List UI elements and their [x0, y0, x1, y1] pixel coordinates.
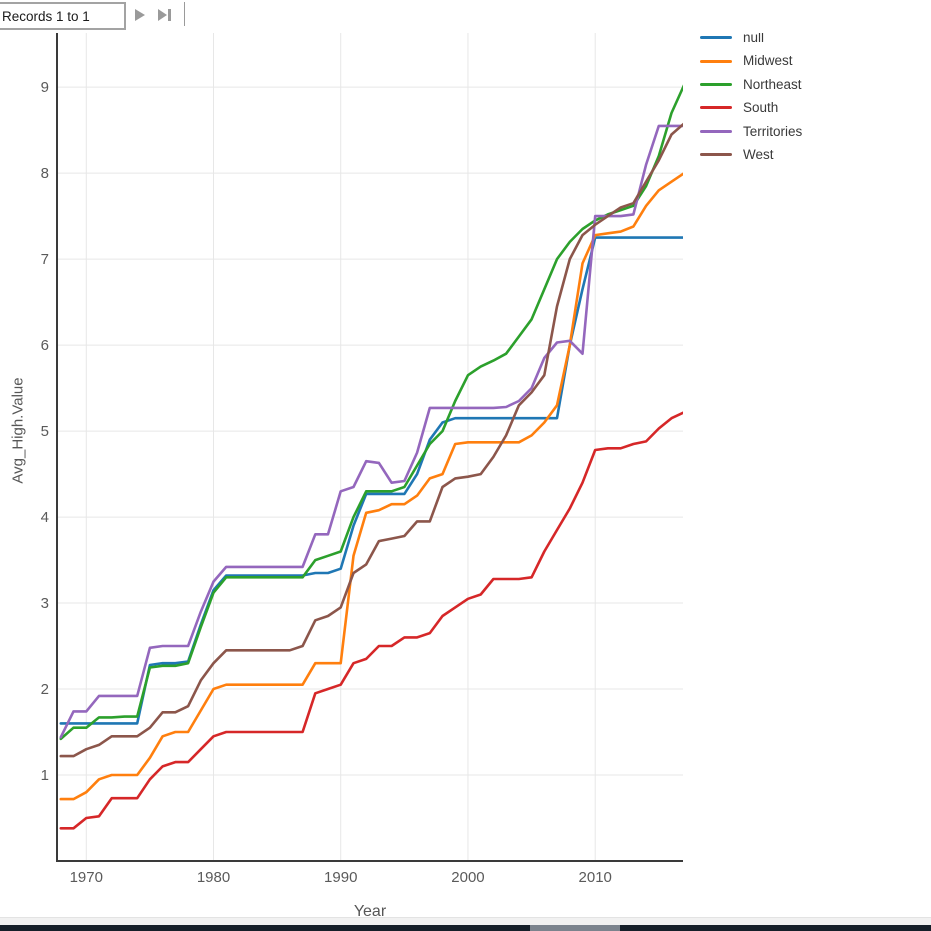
x-tick-label: 2000	[451, 869, 484, 886]
y-tick-label: 4	[41, 509, 49, 526]
chart-legend: null Midwest Northeast South Territories West	[700, 26, 802, 166]
y-tick-label: 5	[41, 423, 49, 440]
legend-label: Territories	[743, 123, 803, 139]
play-icon	[135, 9, 145, 21]
series-line-South	[59, 411, 683, 830]
records-input[interactable]	[0, 2, 126, 30]
legend-label: South	[743, 100, 779, 116]
legend-label: null	[743, 29, 765, 45]
next-record-button[interactable]	[128, 2, 152, 28]
y-tick-label: 3	[41, 595, 49, 612]
x-tick-label: 1970	[70, 869, 103, 886]
legend-line-swatch	[700, 153, 732, 157]
x-tick-label: 1990	[324, 869, 357, 886]
skip-to-end-icon	[158, 9, 171, 21]
series-line-null	[59, 236, 683, 725]
y-axis-title: Avg_High.Value	[9, 377, 27, 484]
y-tick-label: 6	[41, 337, 49, 354]
legend-line-swatch	[700, 82, 732, 86]
taskbar-active-item[interactable]	[530, 925, 620, 931]
toolbar-divider	[184, 2, 185, 26]
legend-line-swatch	[700, 106, 732, 110]
last-record-button[interactable]	[153, 2, 177, 28]
y-tick-label: 9	[41, 79, 49, 96]
y-tick-label: 2	[41, 681, 49, 698]
series-line-Midwest	[59, 172, 683, 801]
legend-label: Northeast	[743, 76, 802, 92]
x-tick-label: 1980	[197, 869, 230, 886]
legend-item-Northeast[interactable]: Northeast	[700, 73, 802, 96]
taskbar[interactable]	[0, 925, 931, 931]
legend-item-Midwest[interactable]: Midwest	[700, 49, 802, 72]
y-tick-label: 1	[41, 767, 49, 784]
series-line-Northeast	[59, 84, 683, 741]
legend-item-South[interactable]: South	[700, 96, 802, 119]
x-tick-label: 2010	[579, 869, 612, 886]
legend-item-null[interactable]: null	[700, 26, 802, 49]
legend-line-swatch	[700, 59, 732, 63]
legend-item-Territories[interactable]: Territories	[700, 120, 802, 143]
records-toolbar	[0, 0, 931, 33]
y-tick-label: 8	[41, 165, 49, 182]
y-tick-label: 7	[41, 251, 49, 268]
series-line-West	[59, 122, 683, 758]
series-line-Territories	[59, 124, 683, 739]
legend-label: West	[743, 146, 774, 162]
legend-line-swatch	[700, 129, 732, 133]
window-bottom-edge	[0, 917, 931, 926]
legend-item-West[interactable]: West	[700, 143, 802, 166]
x-axis-title: Year	[353, 903, 387, 920]
legend-label: Midwest	[743, 53, 793, 69]
legend-line-swatch	[700, 36, 732, 40]
